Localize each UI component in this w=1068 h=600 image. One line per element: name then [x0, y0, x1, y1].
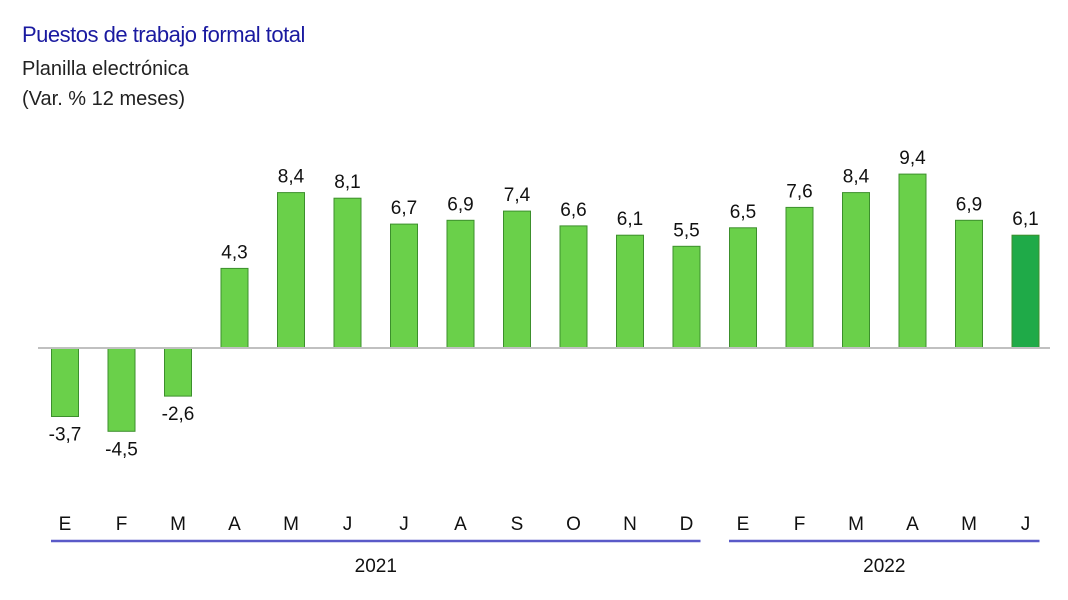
bar-0 [51, 347, 79, 417]
value-label-5: 8,1 [334, 172, 360, 193]
month-label-13: F [794, 514, 806, 535]
value-label-1: -4,5 [105, 439, 138, 460]
month-label-17: J [1021, 514, 1031, 535]
value-label-2: -2,6 [162, 404, 195, 425]
month-label-2: M [170, 514, 186, 535]
bar-17 [1011, 234, 1040, 349]
month-label-9: O [566, 514, 581, 535]
month-label-8: S [511, 514, 524, 535]
value-label-7: 6,9 [447, 194, 473, 215]
value-label-13: 7,6 [786, 181, 812, 202]
value-label-3: 4,3 [221, 242, 247, 263]
bar-6 [390, 223, 418, 349]
bar-4 [277, 192, 305, 349]
month-label-3: A [228, 514, 241, 535]
value-label-11: 5,5 [673, 220, 699, 241]
bar-5 [333, 197, 362, 349]
value-label-17: 6,1 [1012, 209, 1038, 230]
year-label-2021: 2021 [355, 556, 397, 577]
bar-1 [107, 347, 136, 432]
month-label-10: N [623, 514, 637, 535]
bar-3 [220, 267, 249, 349]
chart-unit: (Var. % 12 meses) [22, 88, 186, 110]
month-label-11: D [680, 514, 694, 535]
month-label-7: A [454, 514, 467, 535]
bar-10 [616, 234, 644, 349]
value-label-8: 7,4 [504, 185, 531, 206]
chart-subtitle: Planilla electrónica [22, 58, 189, 80]
chart-title: Puestos de trabajo formal total [22, 22, 305, 47]
month-label-5: J [343, 514, 353, 535]
month-label-15: A [906, 514, 919, 535]
value-label-0: -3,7 [49, 424, 82, 445]
month-label-1: F [116, 514, 128, 535]
value-label-4: 8,4 [278, 167, 305, 188]
value-label-9: 6,6 [560, 200, 586, 221]
value-label-16: 6,9 [956, 194, 982, 215]
bar-11 [672, 245, 701, 349]
bar-9 [559, 225, 588, 349]
month-label-0: E [59, 514, 72, 535]
month-label-6: J [399, 514, 409, 535]
bar-15 [898, 173, 927, 349]
value-label-12: 6,5 [730, 202, 756, 223]
year-label-2022: 2022 [863, 556, 905, 577]
bar-8 [503, 210, 531, 349]
month-label-14: M [848, 514, 864, 535]
value-label-10: 6,1 [617, 209, 643, 230]
value-label-14: 8,4 [843, 167, 870, 188]
bar-2 [164, 347, 192, 397]
month-label-12: E [737, 514, 750, 535]
value-label-15: 9,4 [899, 148, 926, 169]
bar-7 [446, 219, 475, 349]
bar-16 [955, 219, 983, 349]
month-label-16: M [961, 514, 977, 535]
bar-13 [785, 206, 814, 349]
month-label-4: M [283, 514, 299, 535]
bar-14 [842, 192, 870, 349]
bar-12 [729, 227, 757, 349]
value-label-6: 6,7 [391, 198, 417, 219]
